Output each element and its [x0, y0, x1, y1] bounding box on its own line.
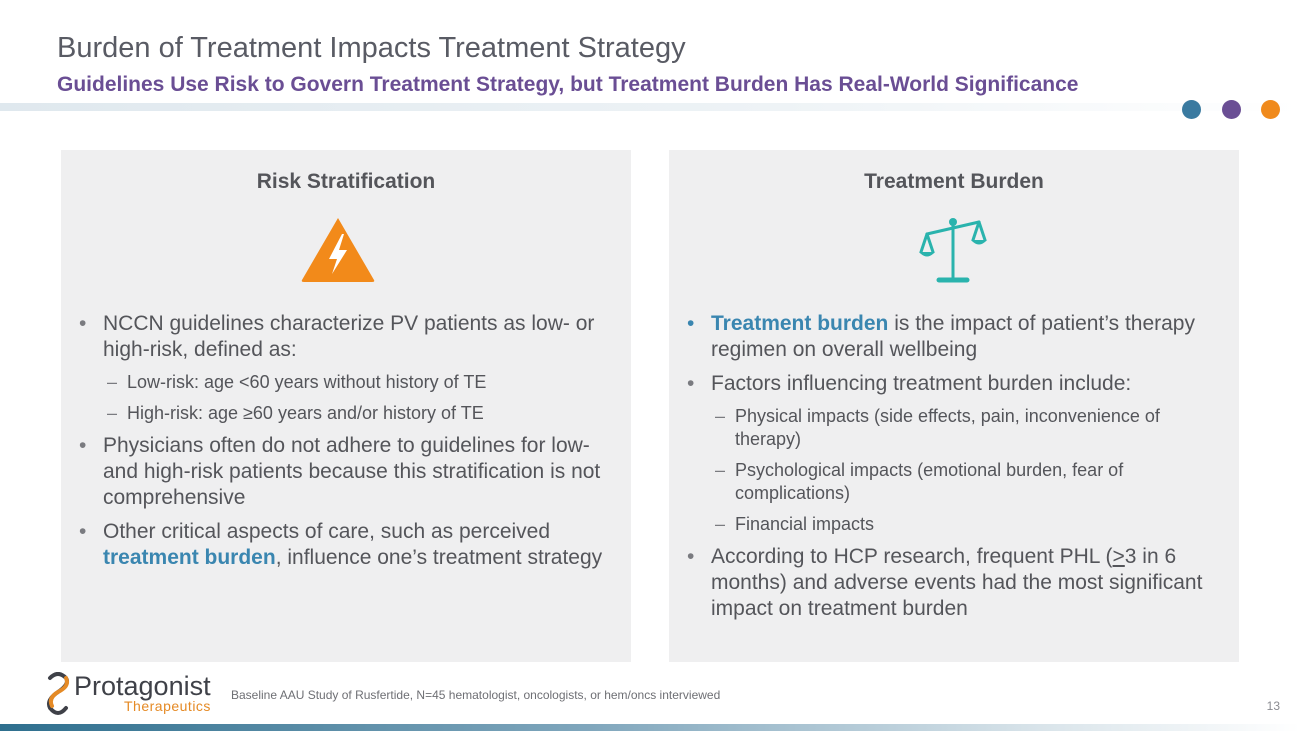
balance-scale-icon	[919, 218, 987, 283]
text-run: is the impact of patient’s therapy regim…	[711, 312, 1195, 361]
list-item: Psychological impacts (emotional burden,…	[687, 459, 1227, 505]
teal-accent-dot	[1182, 100, 1201, 119]
logo-name: Protagonist	[74, 671, 211, 701]
footer-divider	[0, 724, 1300, 731]
list-item: Financial impacts	[687, 513, 1227, 536]
orange-accent-dot	[1261, 100, 1280, 119]
list-item: Factors influencing treatment burden inc…	[687, 371, 1227, 397]
list-item: High-risk: age ≥60 years and/or history …	[79, 402, 619, 425]
treatment-burden-panel: Treatment Burden Treatment burden is the…	[669, 150, 1239, 662]
panel-title: Treatment Burden	[864, 170, 1044, 193]
text-run: Other critical aspects of care, such as …	[103, 520, 551, 543]
list-item: Physicians often do not adhere to guidel…	[79, 433, 619, 511]
text-run: , influence one’s treatment strategy	[275, 546, 603, 569]
slide-title: Burden of Treatment Impacts Treatment St…	[57, 32, 686, 64]
list-item: Low-risk: age <60 years without history …	[79, 371, 619, 394]
risk-bullet-list: NCCN guidelines characterize PV patients…	[79, 311, 619, 579]
list-item: Physical impacts (side effects, pain, in…	[687, 405, 1227, 451]
footnote: Baseline AAU Study of Rusfertide, N=45 h…	[231, 688, 721, 702]
panel-title: Risk Stratification	[256, 170, 436, 193]
protagonist-logo: Protagonist Therapeutics	[44, 671, 224, 716]
header-divider	[0, 103, 1300, 111]
text-run: 3 in 6 months) and adverse events had th…	[711, 545, 1203, 620]
treatment-burden-highlight: Treatment burden	[711, 312, 889, 335]
lightning-warning-icon	[301, 218, 375, 282]
burden-bullet-list: Treatment burden is the impact of patien…	[687, 311, 1227, 630]
purple-accent-dot	[1222, 100, 1241, 119]
list-item: NCCN guidelines characterize PV patients…	[79, 311, 619, 363]
list-item: Treatment burden is the impact of patien…	[687, 311, 1227, 363]
slide-subtitle: Guidelines Use Risk to Govern Treatment …	[57, 73, 1079, 96]
logo-mark-icon	[47, 672, 69, 715]
list-item: Other critical aspects of care, such as …	[79, 519, 619, 571]
page-number: 13	[1266, 699, 1280, 713]
text-run: According to HCP research, frequent PHL …	[711, 545, 1113, 568]
list-item: According to HCP research, frequent PHL …	[687, 544, 1227, 622]
risk-stratification-panel: Risk Stratification NCCN guidelines char…	[61, 150, 631, 662]
greater-equal-symbol: >	[1112, 545, 1125, 568]
treatment-burden-highlight: treatment burden	[103, 546, 276, 569]
logo-subtitle: Therapeutics	[124, 698, 211, 714]
